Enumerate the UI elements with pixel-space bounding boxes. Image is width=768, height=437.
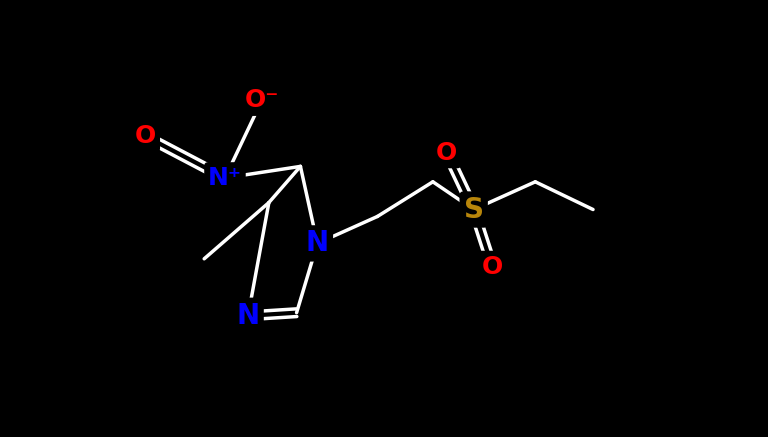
Text: N: N [237, 302, 260, 330]
Text: O: O [135, 125, 156, 149]
Text: S: S [464, 195, 484, 223]
Text: O: O [436, 141, 458, 165]
Text: O: O [482, 254, 503, 278]
Text: N⁺: N⁺ [208, 166, 242, 190]
Text: O⁻: O⁻ [245, 88, 279, 112]
Text: N: N [306, 229, 329, 257]
